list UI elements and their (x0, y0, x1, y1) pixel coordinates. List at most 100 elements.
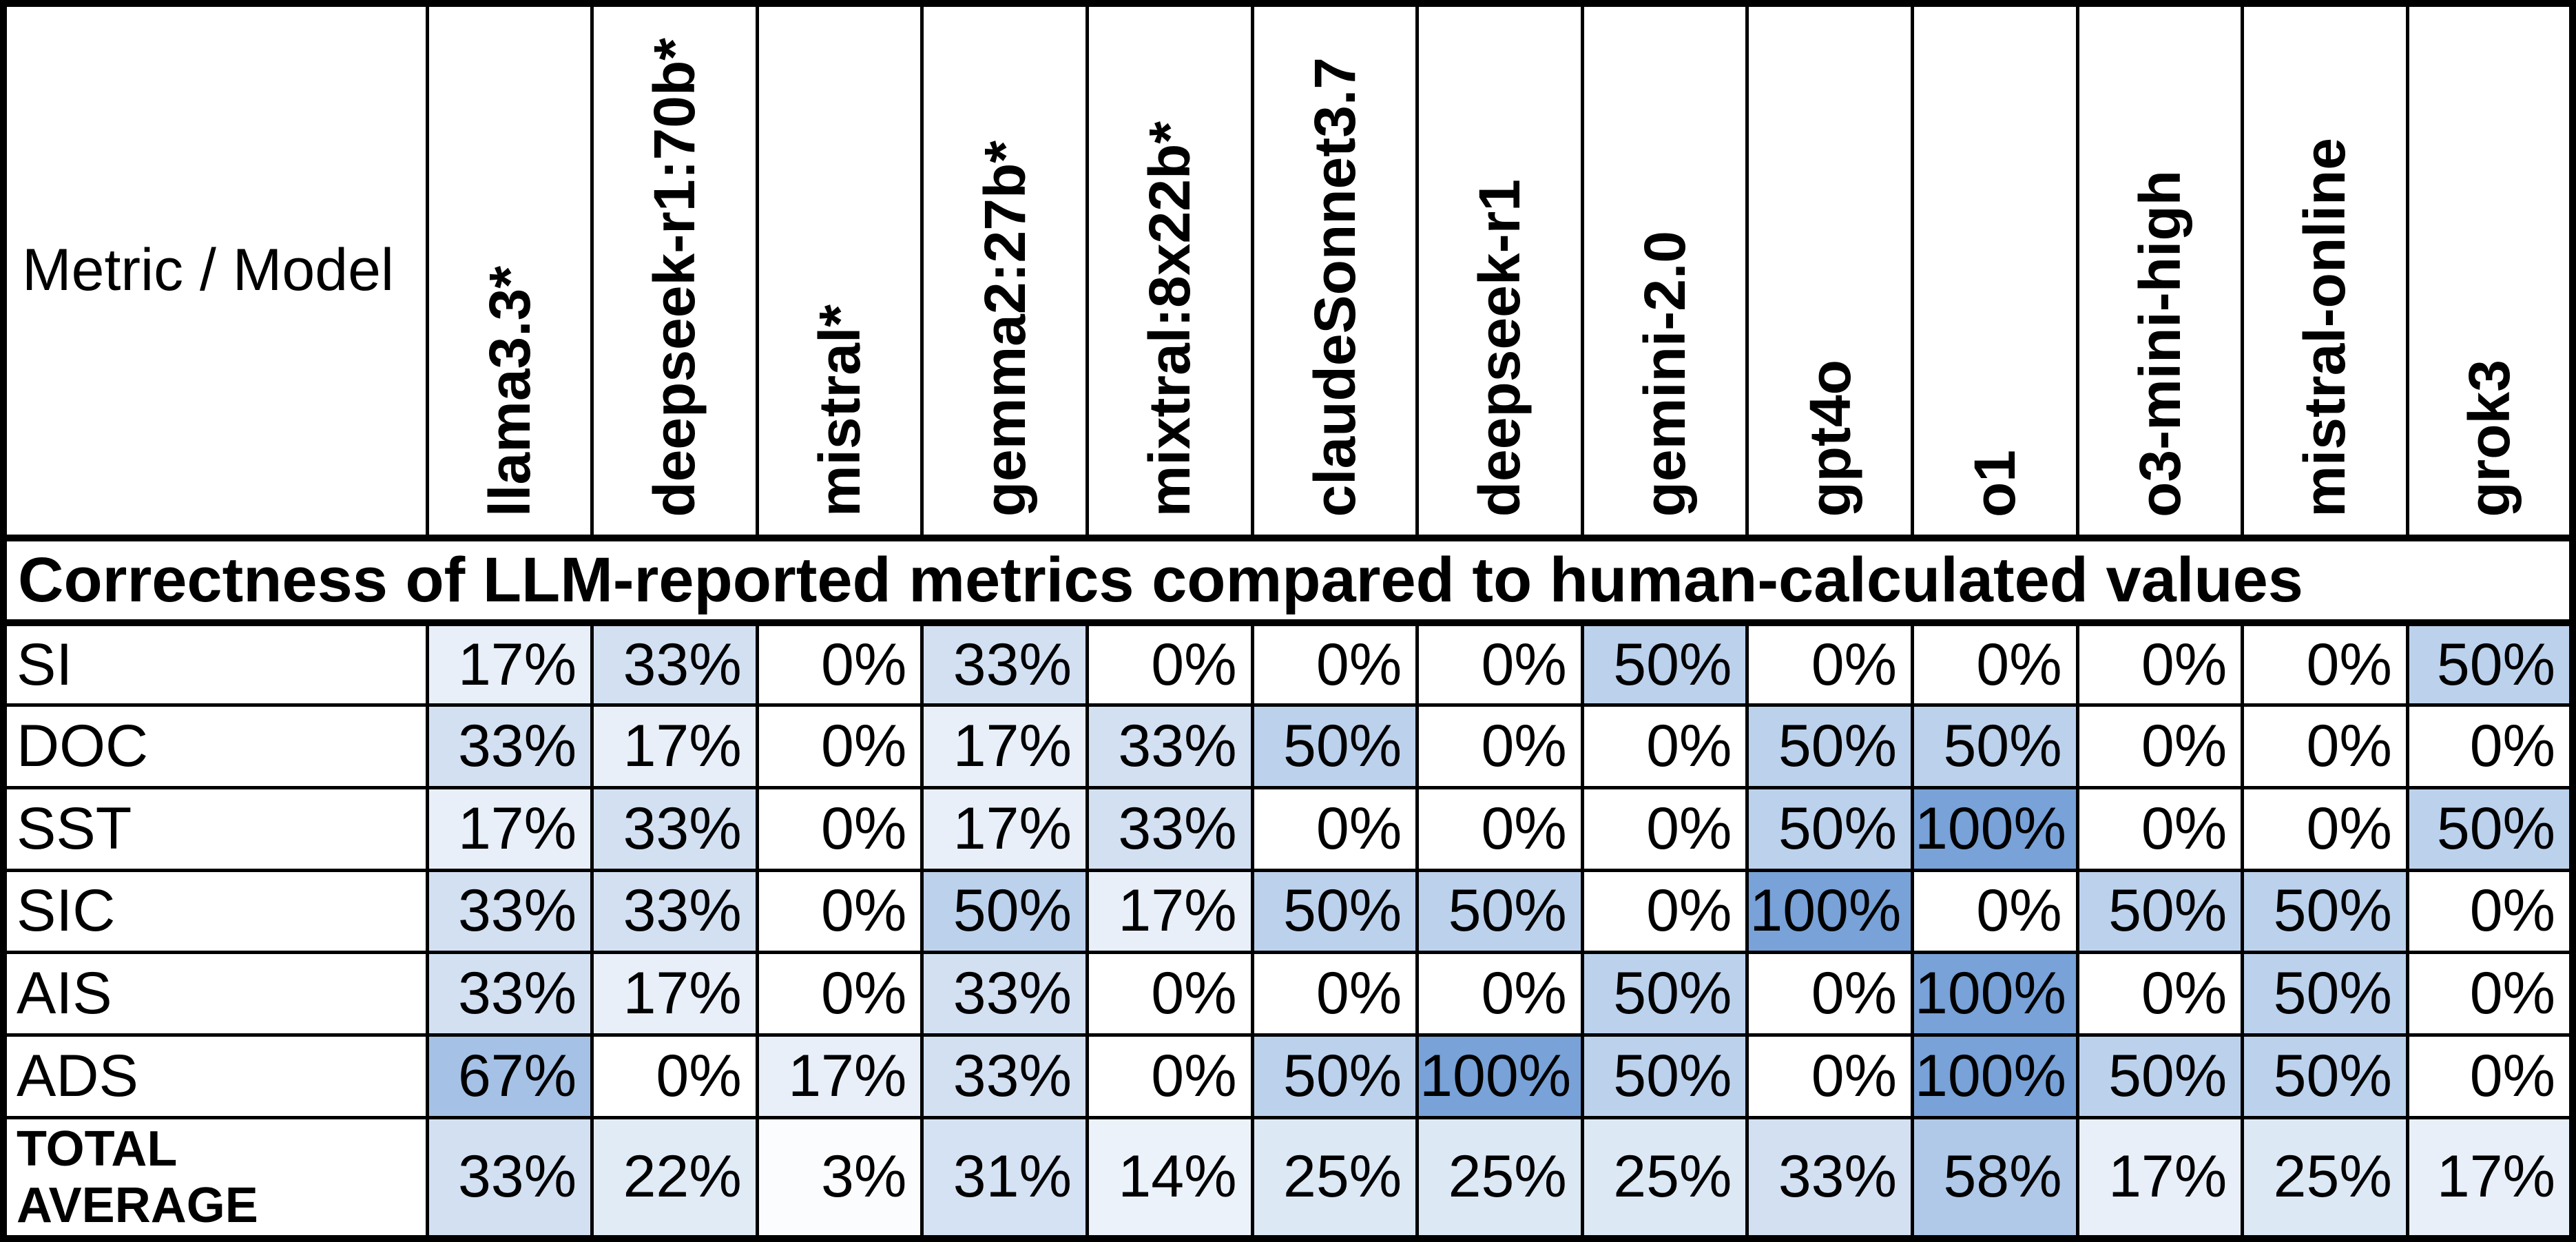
value-cell: 0% (2075, 951, 2245, 1037)
value-cell: 3% (755, 1115, 924, 1241)
value-cell: 50% (2075, 868, 2245, 955)
value-cell: 50% (1745, 703, 1914, 790)
model-header-label: llama3.3* (477, 266, 542, 517)
value-cell: 31% (920, 1115, 1089, 1241)
value-cell: 0% (1250, 621, 1420, 707)
value-cell: 17% (2405, 1115, 2575, 1241)
value-cell: 50% (1250, 868, 1420, 955)
value-cell: 14% (1085, 1115, 1254, 1241)
value-cell: 17% (755, 1033, 924, 1119)
value-cell: 0% (1745, 621, 1914, 707)
model-header-label: gpt4o (1797, 359, 1862, 517)
value-cell: 33% (590, 786, 759, 872)
value-cell: 0% (1085, 621, 1254, 707)
value-cell: 100% (1415, 1033, 1584, 1119)
value-cell: 0% (1745, 951, 1914, 1037)
value-cell: 50% (1580, 1033, 1749, 1119)
model-header-gpt4o: gpt4o (1745, 1, 1914, 541)
model-header-label: deepseek-r1 (1467, 179, 1533, 517)
row-label: AIS (1, 951, 429, 1037)
row-label: TOTAL AVERAGE (1, 1115, 429, 1241)
model-header-label: gemma2:27b* (972, 141, 1037, 517)
header-row: Metric / Model llama3.3* deepseek-r1:70b*… (1, 1, 2575, 541)
value-cell: 33% (1745, 1115, 1914, 1241)
value-cell: 50% (1580, 951, 1749, 1037)
value-cell: 0% (755, 703, 924, 790)
model-header-label: grok3 (2456, 359, 2522, 517)
value-cell: 33% (425, 1115, 594, 1241)
value-cell: 0% (2405, 868, 2575, 955)
value-cell: 50% (2075, 1033, 2245, 1119)
row-label: ADS (1, 1033, 429, 1119)
value-cell: 33% (425, 703, 594, 790)
value-cell: 50% (2241, 868, 2409, 955)
row-label: DOC (1, 703, 429, 790)
value-cell: 0% (2075, 786, 2245, 872)
section-title-row: Correctness of LLM-reported metrics comp… (1, 536, 2575, 627)
row-label: SI (1, 621, 429, 707)
value-cell: 17% (425, 621, 594, 707)
model-header-mistral-online: mistral-online (2241, 1, 2409, 541)
value-cell: 0% (1415, 951, 1584, 1037)
model-header-gemma2-27b: gemma2:27b* (920, 1, 1089, 541)
value-cell: 25% (2241, 1115, 2409, 1241)
value-cell: 58% (1910, 1115, 2079, 1241)
value-cell: 0% (755, 868, 924, 955)
value-cell: 33% (1085, 786, 1254, 872)
value-cell: 0% (2241, 786, 2409, 872)
value-cell: 0% (1580, 868, 1749, 955)
value-cell: 50% (2405, 786, 2575, 872)
model-header-label: mixtral:8x22b* (1137, 121, 1203, 517)
value-cell: 0% (755, 621, 924, 707)
value-cell: 0% (1415, 786, 1584, 872)
table-row-sst: SST 17% 33% 0% 17% 33% 0% 0% 0% 50% 100% 0% 0% 50% (1, 786, 2575, 872)
model-header-claudesonnet3-7: claudeSonnet3.7 (1250, 1, 1420, 541)
value-cell: 33% (425, 868, 594, 955)
value-cell: 25% (1580, 1115, 1749, 1241)
value-cell: 17% (1085, 868, 1254, 955)
model-header-gemini-2-0: gemini-2.0 (1580, 1, 1749, 541)
table-row-ads: ADS 67% 0% 17% 33% 0% 50% 100% 50% 0% 100% 50% 50% 0% (1, 1033, 2575, 1119)
value-cell: 50% (1910, 703, 2079, 790)
model-header-label: o3-mini-high (2127, 169, 2192, 517)
model-header-label: gemini-2.0 (1632, 231, 1697, 517)
value-cell: 33% (425, 951, 594, 1037)
section-title: Correctness of LLM-reported metrics comp… (1, 536, 2575, 627)
model-header-label: claudeSonnet3.7 (1302, 57, 1367, 517)
value-cell: 33% (590, 621, 759, 707)
value-cell: 22% (590, 1115, 759, 1241)
model-header-label: o1 (1962, 449, 2028, 517)
model-header-mixtral-8x22b: mixtral:8x22b* (1085, 1, 1254, 541)
value-cell: 0% (755, 951, 924, 1037)
table-row-si: SI 17% 33% 0% 33% 0% 0% 0% 50% 0% 0% 0% 0% 50% (1, 621, 2575, 707)
model-header-label: mistral-online (2292, 137, 2358, 517)
value-cell: 50% (920, 868, 1089, 955)
value-cell: 33% (920, 951, 1089, 1037)
value-cell: 17% (920, 703, 1089, 790)
value-cell: 17% (590, 951, 759, 1037)
value-cell: 0% (1910, 621, 2079, 707)
value-cell: 50% (1250, 703, 1420, 790)
value-cell: 0% (2241, 703, 2409, 790)
value-cell: 100% (1745, 868, 1914, 955)
value-cell: 0% (590, 1033, 759, 1119)
value-cell: 0% (1745, 1033, 1914, 1119)
value-cell: 0% (1580, 786, 1749, 872)
value-cell: 25% (1415, 1115, 1584, 1241)
model-header-grok3: grok3 (2405, 1, 2575, 541)
value-cell: 0% (755, 786, 924, 872)
value-cell: 0% (2405, 1033, 2575, 1119)
value-cell: 33% (1085, 703, 1254, 790)
value-cell: 25% (1250, 1115, 1420, 1241)
value-cell: 50% (1745, 786, 1914, 872)
value-cell: 100% (1910, 786, 2079, 872)
value-cell: 0% (2075, 621, 2245, 707)
value-cell: 0% (1250, 951, 1420, 1037)
value-cell: 0% (1085, 951, 1254, 1037)
value-cell: 100% (1910, 1033, 2079, 1119)
value-cell: 17% (2075, 1115, 2245, 1241)
model-header-deepseek-r1-70b: deepseek-r1:70b* (590, 1, 759, 541)
value-cell: 17% (590, 703, 759, 790)
model-header-llama3-3: llama3.3* (425, 1, 594, 541)
model-header-o1: o1 (1910, 1, 2079, 541)
